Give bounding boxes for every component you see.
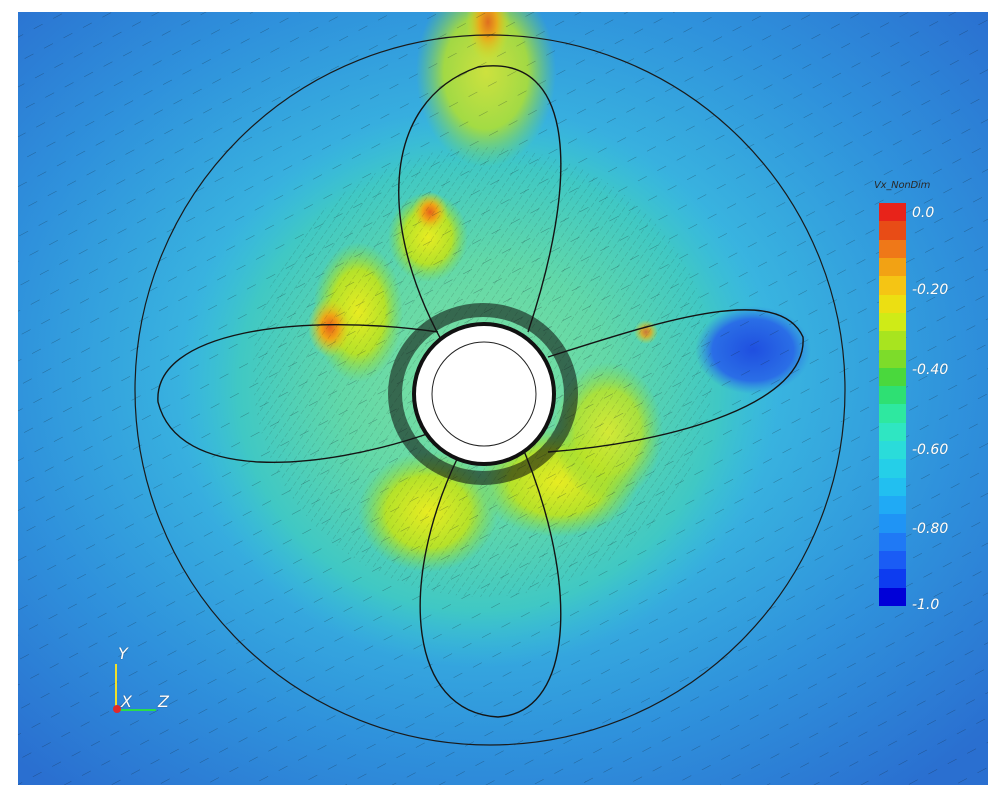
axis-triad	[113, 664, 156, 713]
colorbar-band	[879, 569, 906, 588]
axis-x-label: X	[121, 692, 132, 711]
colorbar-tick-label: -0.80	[912, 521, 949, 537]
hub-inner	[431, 341, 537, 447]
colorbar-band	[879, 221, 906, 240]
colorbar-band	[879, 404, 906, 423]
axis-y-label: Y	[118, 644, 128, 663]
colorbar-band	[879, 459, 906, 478]
colorbar-band	[879, 276, 906, 295]
propeller-disk-outline	[134, 34, 846, 746]
colorbar-band	[879, 514, 906, 533]
colorbar-band	[879, 587, 906, 606]
blade-top	[398, 65, 562, 353]
colorbar-band	[879, 312, 906, 332]
colorbar-band	[879, 496, 906, 515]
colorbar-band	[879, 550, 906, 570]
blade-right	[547, 309, 804, 453]
colorbar-band	[879, 331, 906, 350]
colorbar-band	[879, 349, 906, 368]
propeller-velocity-plot	[18, 12, 988, 785]
colorbar-tick-label: -0.40	[912, 362, 949, 378]
colorbar-band	[879, 203, 906, 222]
axis-origin	[113, 705, 121, 713]
colorbar-band	[879, 532, 906, 551]
colorbar-tick-label: -0.20	[912, 282, 949, 298]
axis-z-label: Z	[158, 692, 169, 711]
colorbar-tick-label: -0.60	[912, 442, 949, 458]
colorbar-title: Vx_NonDim	[874, 180, 931, 191]
colorbar-tick-label: 0.0	[912, 205, 935, 221]
flow-visualization: Y X Z	[18, 12, 988, 785]
propeller-blades	[157, 65, 804, 718]
colorbar-band	[879, 367, 906, 387]
colorbar-tick-label: -1.0	[912, 597, 940, 613]
hub-boundary-vectors	[388, 303, 578, 485]
colorbar-band	[879, 386, 906, 405]
colorbar-band	[879, 239, 906, 258]
colorbar-band	[879, 257, 906, 277]
colorbar-band	[879, 477, 906, 496]
colorbar-band	[879, 422, 906, 442]
blade-left	[157, 324, 439, 463]
colorbar-band	[879, 294, 906, 313]
colorbar	[879, 203, 906, 606]
blade-bottom	[419, 436, 562, 718]
colorbar-band	[879, 441, 906, 460]
